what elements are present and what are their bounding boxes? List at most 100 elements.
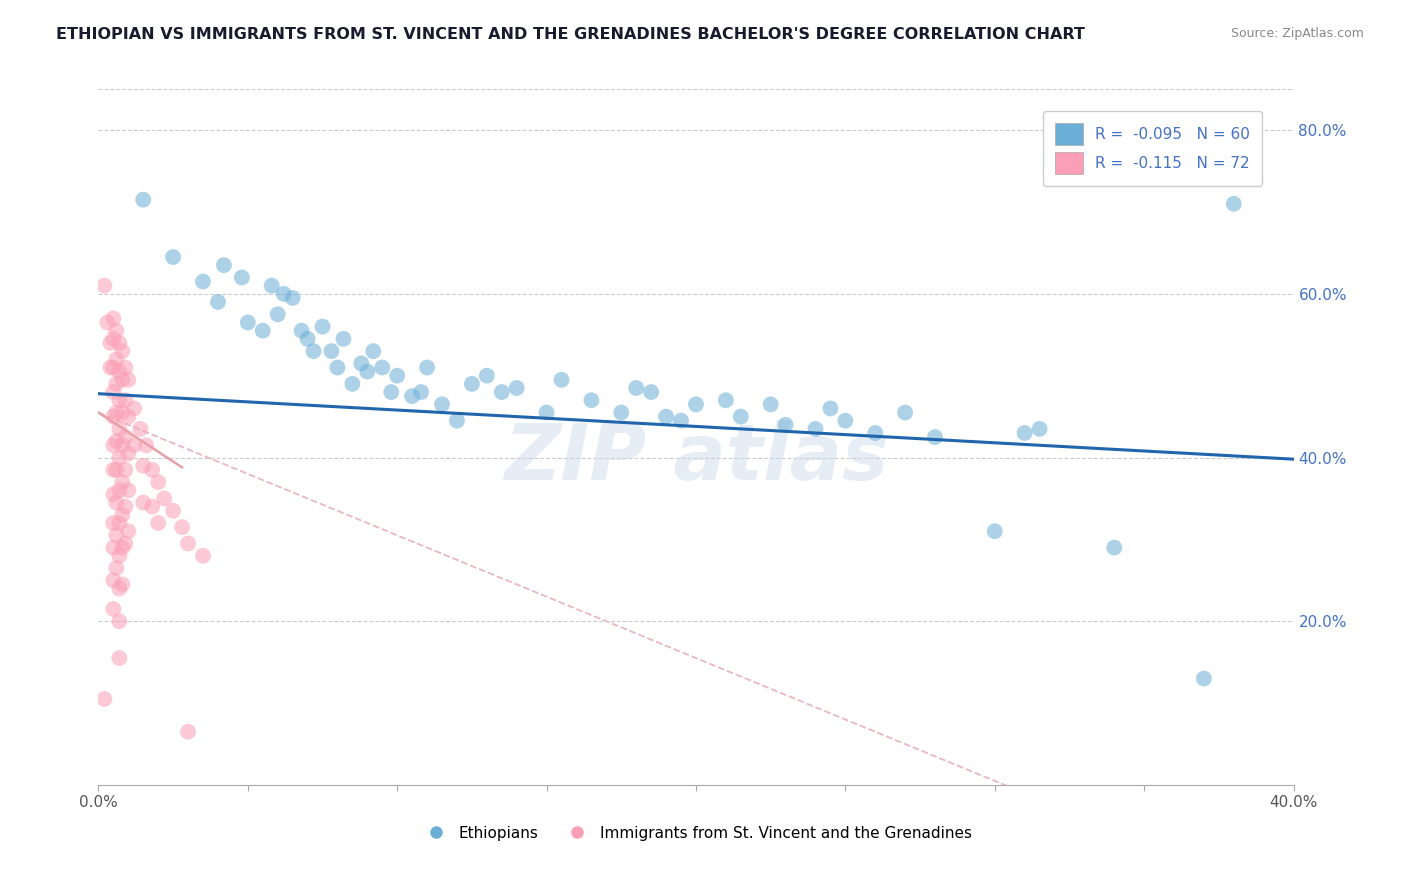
Point — [363, 344, 385, 359]
Point — [105, 495, 128, 509]
Point — [108, 614, 131, 628]
Point — [626, 381, 648, 395]
Point — [108, 582, 131, 596]
Point — [380, 385, 402, 400]
Point — [103, 409, 125, 424]
Point — [385, 368, 409, 383]
Point — [103, 574, 125, 588]
Point — [1192, 672, 1215, 686]
Legend: Ethiopians, Immigrants from St. Vincent and the Grenadines: Ethiopians, Immigrants from St. Vincent … — [415, 820, 977, 847]
Point — [141, 463, 163, 477]
Point — [610, 405, 633, 419]
Point — [132, 495, 155, 509]
Point — [103, 332, 125, 346]
Point — [117, 524, 139, 539]
Point — [111, 344, 134, 359]
Point — [132, 193, 155, 207]
Point — [924, 430, 946, 444]
Point — [105, 434, 128, 449]
Point — [96, 316, 118, 330]
Point — [148, 475, 170, 489]
Point — [105, 324, 128, 338]
Text: ZIP atlas: ZIP atlas — [503, 420, 889, 496]
Point — [135, 438, 157, 452]
Point — [111, 508, 134, 522]
Point — [550, 373, 572, 387]
Point — [153, 491, 176, 506]
Point — [640, 385, 662, 400]
Point — [98, 360, 122, 375]
Point — [105, 528, 128, 542]
Point — [894, 405, 917, 419]
Point — [416, 360, 439, 375]
Point — [401, 389, 423, 403]
Point — [141, 500, 163, 514]
Point — [103, 385, 125, 400]
Point — [1104, 541, 1126, 555]
Point — [207, 295, 229, 310]
Point — [105, 405, 128, 419]
Point — [124, 401, 146, 416]
Point — [461, 376, 484, 391]
Point — [172, 520, 194, 534]
Point — [108, 516, 131, 530]
Point — [669, 414, 692, 428]
Point — [111, 373, 134, 387]
Point — [804, 422, 827, 436]
Point — [93, 278, 115, 293]
Point — [177, 724, 200, 739]
Point — [820, 401, 842, 416]
Point — [267, 307, 290, 321]
Point — [103, 311, 125, 326]
Point — [506, 381, 529, 395]
Point — [108, 450, 131, 465]
Point — [655, 409, 678, 424]
Point — [103, 541, 125, 555]
Point — [297, 332, 319, 346]
Point — [342, 376, 364, 391]
Point — [111, 405, 134, 419]
Point — [321, 344, 343, 359]
Point — [108, 422, 131, 436]
Point — [273, 286, 295, 301]
Point — [103, 438, 125, 452]
Point — [302, 344, 325, 359]
Point — [129, 422, 152, 436]
Point — [191, 549, 214, 563]
Point — [332, 332, 354, 346]
Point — [93, 692, 115, 706]
Point — [984, 524, 1007, 539]
Point — [105, 352, 128, 367]
Point — [111, 577, 134, 591]
Point — [162, 250, 184, 264]
Point — [103, 360, 125, 375]
Point — [236, 316, 259, 330]
Point — [326, 360, 349, 375]
Point — [108, 365, 131, 379]
Point — [114, 393, 136, 408]
Point — [117, 483, 139, 498]
Point — [685, 397, 707, 411]
Point — [231, 270, 253, 285]
Point — [191, 275, 214, 289]
Point — [371, 360, 394, 375]
Point — [108, 335, 131, 350]
Point — [105, 463, 128, 477]
Point — [356, 365, 378, 379]
Point — [105, 376, 128, 391]
Point — [111, 438, 134, 452]
Point — [536, 405, 558, 419]
Point — [117, 446, 139, 460]
Point — [759, 397, 782, 411]
Point — [162, 504, 184, 518]
Point — [108, 393, 131, 408]
Point — [103, 516, 125, 530]
Point — [114, 360, 136, 375]
Point — [252, 324, 274, 338]
Point — [1028, 422, 1050, 436]
Point — [111, 541, 134, 555]
Point — [430, 397, 453, 411]
Point — [865, 425, 887, 440]
Point — [108, 483, 131, 498]
Point — [446, 414, 468, 428]
